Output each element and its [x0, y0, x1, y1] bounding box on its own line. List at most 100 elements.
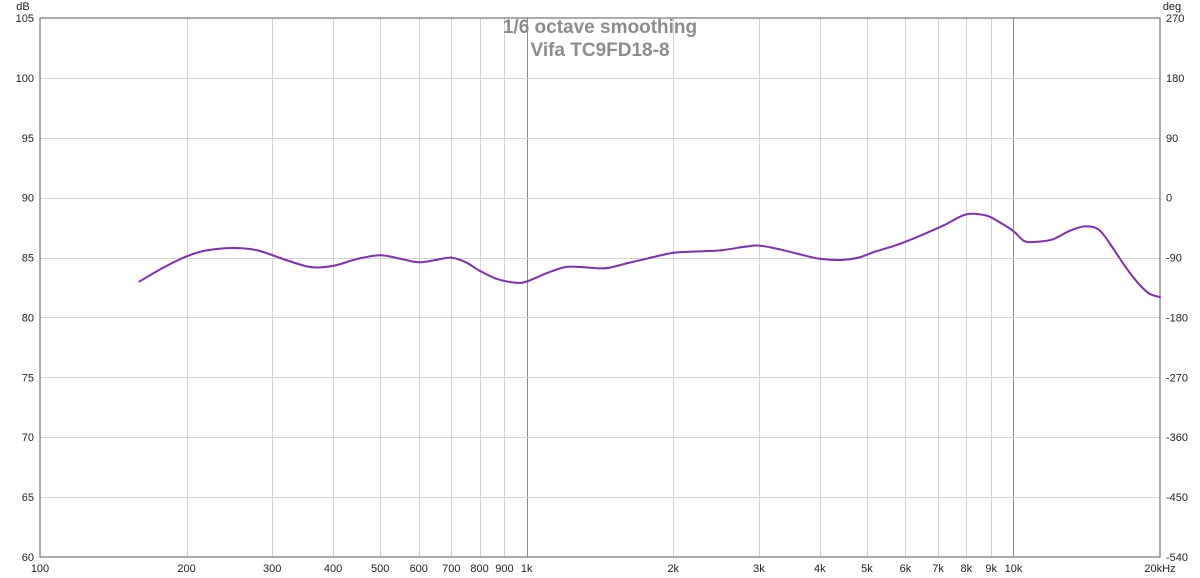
series-point: [778, 248, 781, 251]
series-point: [743, 245, 746, 248]
series-point: [818, 257, 821, 260]
y-axis-unit: dB: [16, 1, 29, 13]
y-tick-label: 80: [22, 312, 34, 324]
series-point: [356, 257, 359, 260]
series-point: [604, 267, 607, 270]
chart-subtitle: Vifa TC9FD18-8: [530, 40, 669, 61]
series-point: [1022, 239, 1025, 242]
series-point: [379, 254, 382, 257]
series-point: [1124, 266, 1127, 269]
y2-tick-label: 270: [1166, 13, 1184, 25]
y-axis-right: 270 180 90 0 -90 -180 -270 -360 -450 -540: [1166, 13, 1188, 564]
series-point: [1098, 229, 1101, 231]
x-tick-label: 6k: [900, 563, 912, 575]
x-tick-label: 300: [263, 563, 281, 575]
series-point: [838, 259, 841, 261]
y-tick-label: 105: [16, 13, 34, 25]
y2-tick-label: -180: [1166, 312, 1188, 324]
x-tick-label: 5k: [861, 563, 873, 575]
x-tick-label: 10k: [1005, 563, 1023, 575]
series-point: [1051, 238, 1053, 241]
x-tick-label: 3k: [753, 563, 765, 575]
series-point: [332, 264, 334, 267]
x-tick-label: 500: [371, 563, 389, 575]
series-point: [205, 249, 208, 252]
y2-tick-label: -90: [1166, 253, 1182, 265]
y-tick-label: 85: [22, 253, 34, 265]
series-point: [692, 250, 695, 253]
series-point: [672, 251, 675, 254]
series-point: [874, 250, 877, 253]
series-point: [417, 261, 420, 264]
y2-tick-label: 90: [1166, 133, 1178, 145]
series-point: [1032, 241, 1035, 243]
series-layer: [138, 212, 1161, 299]
series-point: [1159, 296, 1161, 299]
series-point: [434, 259, 437, 261]
x-tick-label: 600: [410, 563, 428, 575]
series-point: [921, 233, 924, 236]
series-point: [1111, 247, 1114, 249]
y-tick-label: 60: [22, 552, 34, 564]
x-tick-label: 100: [31, 563, 49, 575]
x-tick-label: 7k: [932, 563, 944, 575]
series-point: [163, 266, 166, 269]
y-tick-label: 65: [22, 492, 34, 504]
series-point: [138, 280, 141, 283]
x-tick-label: 700: [442, 563, 460, 575]
chart-title: 1/6 octave smoothing: [503, 17, 697, 38]
series-point: [802, 254, 805, 257]
series-point: [309, 266, 312, 269]
x-tick-label: 1k: [521, 563, 533, 575]
y2-tick-label: -450: [1166, 492, 1188, 504]
series-point: [581, 266, 584, 269]
grid: [40, 18, 1160, 557]
series-point: [514, 281, 517, 284]
series-point: [478, 269, 481, 272]
x-tick-label: 20kHz: [1144, 563, 1175, 575]
y2-tick-label: 0: [1166, 193, 1172, 205]
series-point: [1083, 225, 1086, 228]
series-point: [943, 224, 945, 227]
x-tick-label: 800: [470, 563, 488, 575]
x-tick-label: 4k: [814, 563, 826, 575]
y-tick-label: 70: [22, 432, 34, 444]
x-tick-label: 900: [495, 563, 513, 575]
y-axis-left: 105 100 95 90 85 80 75 70 65 60: [16, 13, 34, 564]
series-point: [999, 221, 1002, 224]
y2-axis-unit: deg: [1163, 1, 1181, 13]
y-tick-label: 75: [22, 372, 34, 384]
series-point: [758, 244, 760, 247]
x-tick-label: 2k: [667, 563, 679, 575]
series-point: [525, 280, 528, 283]
series-point: [965, 213, 968, 216]
series-point: [256, 249, 259, 252]
series-point: [897, 243, 900, 246]
y2-tick-label: -270: [1166, 372, 1188, 384]
series-point: [625, 262, 628, 265]
series-point: [1067, 230, 1070, 233]
y2-tick-label: -360: [1166, 432, 1188, 444]
series-point: [399, 257, 402, 260]
x-tick-label: 200: [177, 563, 195, 575]
series-point: [545, 272, 548, 275]
series-point: [284, 259, 287, 261]
series-point: [1148, 292, 1151, 295]
series-point: [185, 255, 188, 258]
series-point: [719, 249, 722, 252]
x-axis: 100 200 300 400 500 600 700 800 900 1k 2k 3k 4k 5k 6k 7…: [31, 563, 1176, 575]
series-point: [985, 214, 988, 217]
x-tick-label: 400: [324, 563, 342, 575]
y-tick-label: 90: [22, 193, 34, 205]
series-point: [496, 278, 499, 281]
series-point: [857, 256, 860, 259]
series-point: [564, 266, 567, 269]
series-point: [1136, 281, 1139, 284]
y-tick-label: 100: [16, 73, 34, 85]
series-point: [650, 256, 652, 259]
series-point: [464, 261, 467, 264]
series-point: [232, 247, 235, 249]
x-tick-label: 8k: [960, 563, 972, 575]
